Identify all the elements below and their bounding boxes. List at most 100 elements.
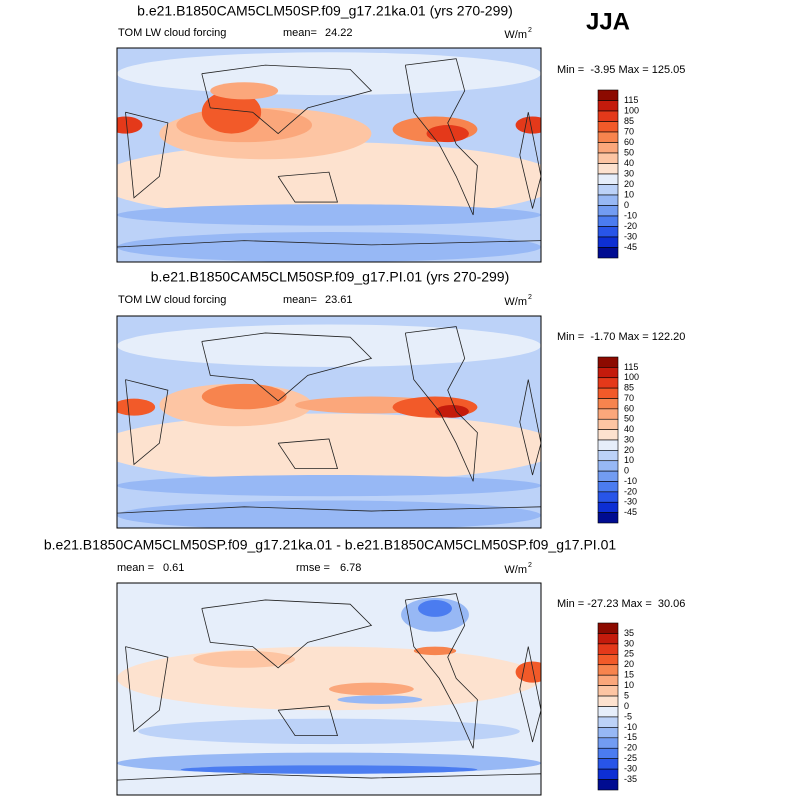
colorbar-box	[597, 152, 619, 164]
colorbar-box	[597, 779, 619, 791]
map	[117, 316, 541, 528]
coastline	[519, 112, 541, 209]
colorbar-box	[597, 142, 619, 154]
coastline	[277, 171, 339, 203]
colorbar-label: 20	[624, 179, 634, 189]
map-contour	[201, 383, 287, 410]
colorbar-label: 10	[624, 680, 634, 690]
colorbar-box	[597, 664, 619, 676]
coastline	[277, 438, 339, 470]
colorbar-box	[597, 470, 619, 482]
colorbar-box	[597, 100, 619, 112]
colorbar-box	[597, 205, 619, 217]
colorbar-label: -5	[624, 711, 632, 721]
map-contour	[117, 398, 156, 416]
colorbar-box	[597, 758, 619, 770]
colorbar-box	[597, 110, 619, 122]
colorbar-box	[597, 622, 619, 634]
coastline	[117, 240, 541, 248]
colorbar-label: -30	[624, 497, 637, 507]
units-exponent: 2	[528, 562, 532, 569]
colorbar-label: 0	[624, 466, 629, 476]
colorbar-box	[597, 398, 619, 410]
stat-label: rmse =	[296, 562, 330, 574]
map-contour	[426, 125, 469, 143]
units: W/m	[504, 564, 527, 576]
colorbar-label: 25	[624, 649, 634, 659]
colorbar-box	[597, 236, 619, 248]
units-exponent: 2	[528, 294, 532, 301]
colorbar-box	[597, 121, 619, 133]
colorbar-label: 85	[624, 383, 634, 393]
colorbar-box	[597, 695, 619, 707]
colorbar-box	[597, 226, 619, 238]
colorbar-label: 30	[624, 638, 634, 648]
colorbar-label: 5	[624, 690, 629, 700]
colorbar-box	[597, 215, 619, 227]
colorbar-box	[597, 512, 619, 524]
map-contour	[180, 765, 478, 774]
map-contour	[117, 475, 541, 497]
colorbar-label: 0	[624, 200, 629, 210]
map-contour	[117, 232, 541, 262]
map-contour	[117, 324, 541, 367]
colorbar-box	[597, 429, 619, 441]
stat-value: 24.22	[325, 27, 353, 39]
colorbar-label: 60	[624, 403, 634, 413]
coastline	[201, 332, 373, 402]
colorbar-box	[597, 184, 619, 196]
colorbar-label: -20	[624, 221, 637, 231]
coastline	[117, 506, 541, 514]
units-exponent: 2	[528, 27, 532, 34]
panel-title: b.e21.B1850CAM5CLM50SP.f09_g17.21ka.01 (…	[137, 3, 513, 19]
colorbar-label: 100	[624, 372, 639, 382]
colorbar-box	[597, 727, 619, 739]
colorbar-box	[597, 387, 619, 399]
colorbar-box	[597, 247, 619, 259]
min-max: Min = -3.95 Max = 125.05	[557, 64, 685, 76]
colorbar-box	[597, 768, 619, 780]
map-contour	[413, 646, 457, 656]
colorbar-label: 0	[624, 701, 629, 711]
colorbar-label: -30	[624, 231, 637, 241]
coastline	[201, 599, 373, 669]
field-label: TOM LW cloud forcing	[118, 27, 226, 39]
colorbar-box	[597, 367, 619, 379]
coastline	[519, 646, 541, 743]
stat-label: mean=	[283, 27, 317, 39]
panel-title: b.e21.B1850CAM5CLM50SP.f09_g17.21ka.01 -…	[44, 537, 617, 553]
map-contour	[201, 90, 262, 134]
colorbar-box	[597, 163, 619, 175]
coastline	[117, 773, 541, 781]
colorbar-label: 60	[624, 137, 634, 147]
colorbar-box	[597, 716, 619, 728]
units: W/m	[504, 296, 527, 308]
stat-value: 0.61	[163, 562, 184, 574]
colorbar-label: 50	[624, 414, 634, 424]
colorbar-label: 15	[624, 670, 634, 680]
coastline	[277, 705, 339, 737]
colorbar-box	[597, 643, 619, 655]
colorbar-box	[597, 685, 619, 697]
colorbar-label: 50	[624, 147, 634, 157]
colorbar-box	[597, 481, 619, 493]
colorbar-label: 100	[624, 105, 639, 115]
coastline	[404, 593, 478, 749]
coastline	[519, 379, 541, 476]
panel-title: b.e21.B1850CAM5CLM50SP.f09_g17.PI.01 (yr…	[151, 269, 510, 285]
colorbar-box	[597, 747, 619, 759]
map-contour	[210, 82, 279, 100]
min-max: Min = -1.70 Max = 122.20	[557, 331, 685, 343]
colorbar-box	[597, 501, 619, 513]
map-contour	[117, 204, 541, 226]
map-contour	[337, 695, 423, 704]
colorbar-box	[597, 450, 619, 462]
colorbar-label: 70	[624, 126, 634, 136]
colorbar-label: 30	[624, 168, 634, 178]
colorbar-box	[597, 418, 619, 430]
colorbar-box	[597, 439, 619, 451]
colorbar-label: 40	[624, 424, 634, 434]
colorbar-label: 30	[624, 434, 634, 444]
coastline	[125, 111, 169, 199]
colorbar-box	[597, 89, 619, 101]
